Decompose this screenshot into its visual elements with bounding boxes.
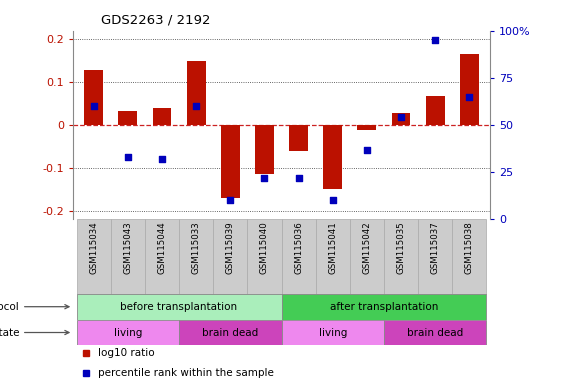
Point — [465, 94, 474, 100]
Bar — [247, 219, 282, 294]
Point — [260, 175, 269, 181]
Point — [431, 37, 440, 43]
Bar — [282, 219, 316, 294]
Bar — [384, 319, 486, 346]
Point — [396, 114, 405, 121]
Bar — [282, 319, 384, 346]
Text: GSM115039: GSM115039 — [226, 222, 235, 274]
Bar — [426, 96, 445, 125]
Bar — [145, 219, 179, 294]
Text: GSM115036: GSM115036 — [294, 222, 303, 274]
Bar — [179, 319, 282, 346]
Text: living: living — [114, 328, 142, 338]
Point — [191, 103, 200, 109]
Bar — [316, 219, 350, 294]
Bar — [358, 125, 376, 130]
Text: after transplantation: after transplantation — [330, 302, 438, 312]
Bar — [323, 125, 342, 189]
Point — [363, 146, 372, 152]
Text: GSM115033: GSM115033 — [191, 222, 200, 274]
Text: brain dead: brain dead — [202, 328, 258, 338]
Bar — [187, 61, 205, 125]
Text: percentile rank within the sample: percentile rank within the sample — [98, 367, 274, 377]
Bar — [179, 219, 213, 294]
Bar — [418, 219, 452, 294]
Text: GDS2263 / 2192: GDS2263 / 2192 — [101, 14, 211, 27]
Bar — [111, 219, 145, 294]
Point — [123, 154, 132, 160]
Bar — [392, 113, 410, 125]
Bar — [77, 319, 179, 346]
Text: protocol: protocol — [0, 302, 69, 312]
Text: GSM115037: GSM115037 — [431, 222, 440, 274]
Text: GSM115040: GSM115040 — [260, 222, 269, 274]
Text: disease state: disease state — [0, 328, 69, 338]
Text: brain dead: brain dead — [407, 328, 463, 338]
Text: GSM115043: GSM115043 — [123, 222, 132, 274]
Bar — [213, 219, 247, 294]
Bar — [221, 125, 240, 198]
Bar — [452, 219, 486, 294]
Point — [294, 175, 303, 181]
Text: log10 ratio: log10 ratio — [98, 348, 155, 358]
Text: GSM115034: GSM115034 — [89, 222, 98, 274]
Text: GSM115041: GSM115041 — [328, 222, 337, 274]
Text: GSM115038: GSM115038 — [465, 222, 474, 274]
Bar — [384, 219, 418, 294]
Text: GSM115042: GSM115042 — [363, 222, 372, 274]
Point — [89, 103, 98, 109]
Point — [328, 197, 337, 204]
Bar — [153, 108, 171, 125]
Bar — [77, 219, 111, 294]
Text: GSM115035: GSM115035 — [396, 222, 405, 274]
Text: living: living — [319, 328, 347, 338]
Bar — [289, 125, 308, 151]
Bar — [84, 70, 103, 125]
Bar — [282, 294, 486, 319]
Point — [226, 197, 235, 204]
Text: GSM115044: GSM115044 — [158, 222, 167, 274]
Point — [158, 156, 167, 162]
Bar — [118, 111, 137, 125]
Text: before transplantation: before transplantation — [120, 302, 238, 312]
Bar — [350, 219, 384, 294]
Bar — [77, 294, 282, 319]
Bar — [255, 125, 274, 174]
Bar — [460, 54, 479, 125]
